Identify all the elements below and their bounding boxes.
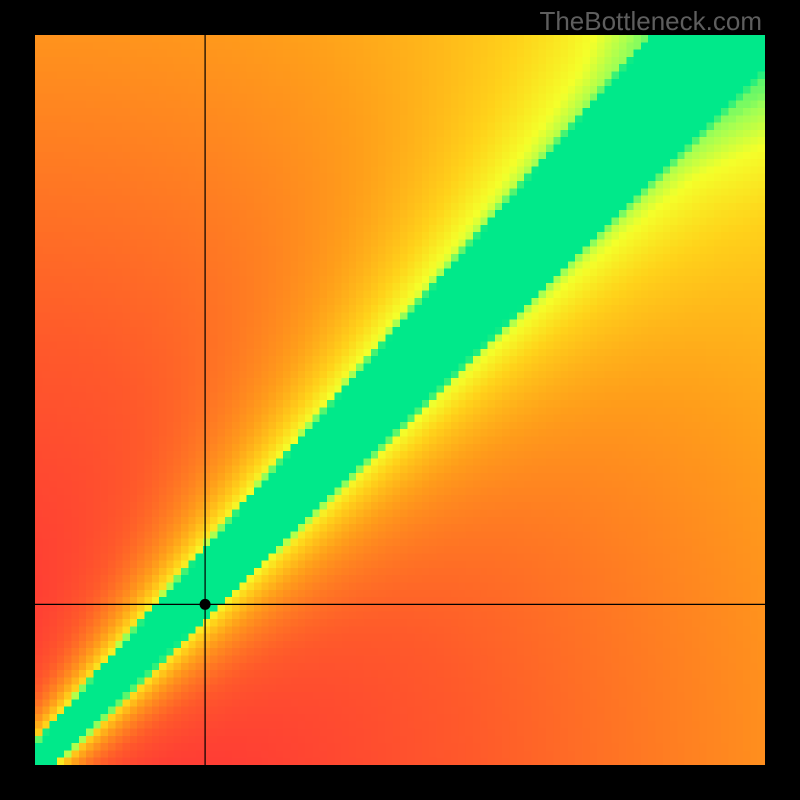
watermark-text: TheBottleneck.com bbox=[539, 6, 762, 37]
chart-container: TheBottleneck.com bbox=[0, 0, 800, 800]
bottleneck-heatmap bbox=[35, 35, 765, 765]
